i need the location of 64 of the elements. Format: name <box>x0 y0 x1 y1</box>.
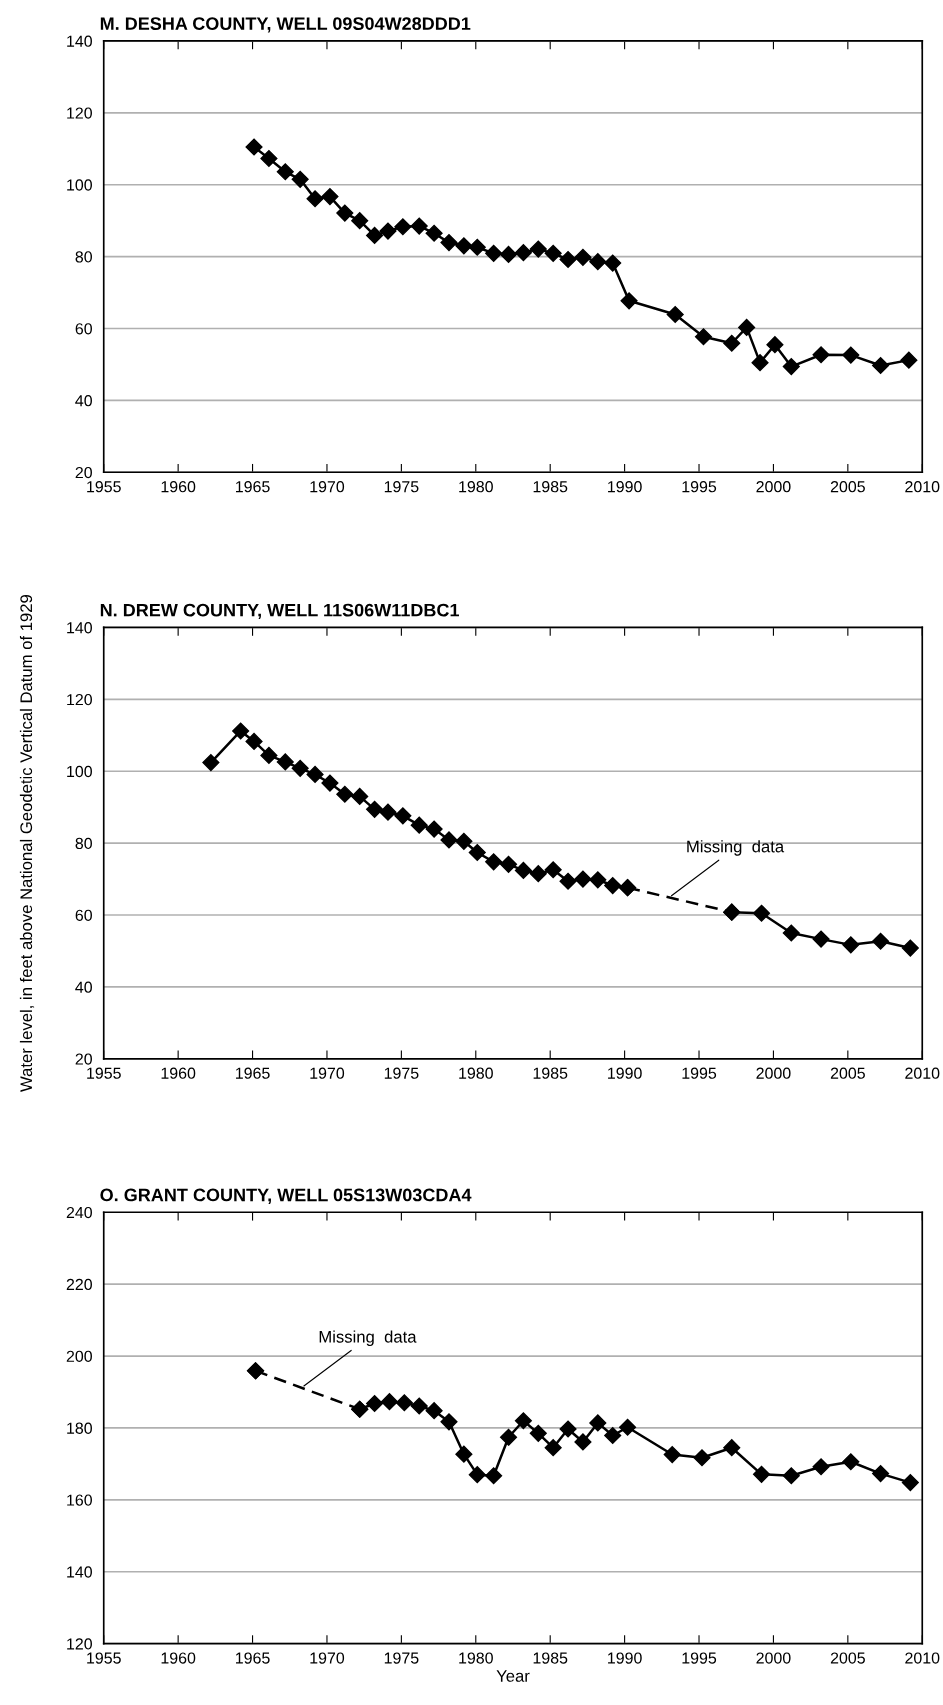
y-tick-label: 40 <box>75 395 92 407</box>
y-tick-label: 180 <box>67 1422 92 1434</box>
y-tick-label: 140 <box>67 35 92 47</box>
x-tick-label: 1990 <box>608 481 642 493</box>
x-tick-label: 1965 <box>236 1067 270 1079</box>
x-tick-label: 1960 <box>161 1067 196 1079</box>
x-tick-label: 2010 <box>905 1652 940 1664</box>
x-tick-label: 2000 <box>756 1652 791 1664</box>
x-tick-label: 1985 <box>533 481 568 493</box>
chart-title: N. DREW COUNTY, WELL 11S06W11DBC1 <box>100 603 459 620</box>
y-tick-label: 140 <box>67 1566 92 1578</box>
y-tick-label: 100 <box>67 179 92 191</box>
x-tick-label: 2010 <box>905 1067 940 1079</box>
x-axis-title: Year <box>496 1670 530 1682</box>
y-axis-title: Water level, in feet above National Geodetic Vertical Datum of 1929 <box>19 595 35 1092</box>
y-tick-label: 120 <box>67 693 92 706</box>
x-tick-label: 1985 <box>533 1652 568 1664</box>
y-tick-label: 80 <box>75 837 92 850</box>
y-tick-label: 120 <box>67 107 92 119</box>
x-tick-label: 1985 <box>533 1067 568 1079</box>
x-tick-label: 1970 <box>310 481 345 493</box>
x-tick-label: 1995 <box>682 1067 717 1079</box>
y-tick-label: 160 <box>67 1494 92 1506</box>
y-tick-label: 60 <box>75 323 92 335</box>
y-tick-label: 220 <box>66 1278 92 1291</box>
x-tick-label: 1955 <box>87 1067 121 1079</box>
x-tick-label: 1965 <box>236 481 270 493</box>
y-tick-label: 60 <box>75 909 92 921</box>
x-tick-label: 1975 <box>384 1067 419 1079</box>
x-tick-label: 1970 <box>310 1652 345 1664</box>
annotation: Missing data <box>687 840 785 856</box>
y-tick-label: 140 <box>67 622 92 634</box>
y-tick-label: 100 <box>67 765 92 778</box>
chart-title: O. GRANT COUNTY, WELL 05S13W03CDA4 <box>100 1188 472 1204</box>
x-tick-label: 1995 <box>682 481 717 493</box>
x-tick-label: 1980 <box>459 1067 493 1079</box>
x-tick-label: 2000 <box>756 481 791 493</box>
y-tick-label: 120 <box>67 1638 92 1650</box>
x-tick-label: 1970 <box>310 1067 345 1079</box>
y-tick-label: 240 <box>66 1206 92 1219</box>
y-tick-label: 20 <box>75 1053 92 1065</box>
x-tick-label: 2000 <box>756 1067 791 1079</box>
x-tick-label: 1955 <box>87 481 121 493</box>
chart-title: M. DESHA COUNTY, WELL 09S04W28DDD1 <box>100 17 471 33</box>
x-tick-label: 2005 <box>830 1652 865 1664</box>
x-tick-label: 2010 <box>905 481 940 493</box>
x-tick-label: 1955 <box>87 1652 121 1664</box>
x-tick-label: 1975 <box>384 1652 419 1664</box>
x-tick-label: 1965 <box>236 1652 270 1664</box>
x-tick-label: 1990 <box>608 1652 642 1664</box>
x-tick-label: 1960 <box>161 481 196 493</box>
x-tick-label: 1960 <box>161 1652 196 1664</box>
x-tick-label: 1995 <box>682 1652 717 1664</box>
x-tick-label: 2005 <box>830 481 865 493</box>
y-tick-label: 40 <box>75 981 92 993</box>
annotation: Missing data <box>319 1330 417 1347</box>
y-tick-label: 80 <box>75 251 92 263</box>
x-tick-label: 1990 <box>608 1067 642 1079</box>
x-tick-label: 1980 <box>459 1652 493 1664</box>
x-tick-label: 1980 <box>459 481 493 493</box>
x-tick-label: 1975 <box>384 481 419 493</box>
x-tick-label: 2005 <box>830 1067 865 1079</box>
y-tick-label: 200 <box>66 1350 92 1362</box>
y-tick-label: 20 <box>75 466 92 479</box>
